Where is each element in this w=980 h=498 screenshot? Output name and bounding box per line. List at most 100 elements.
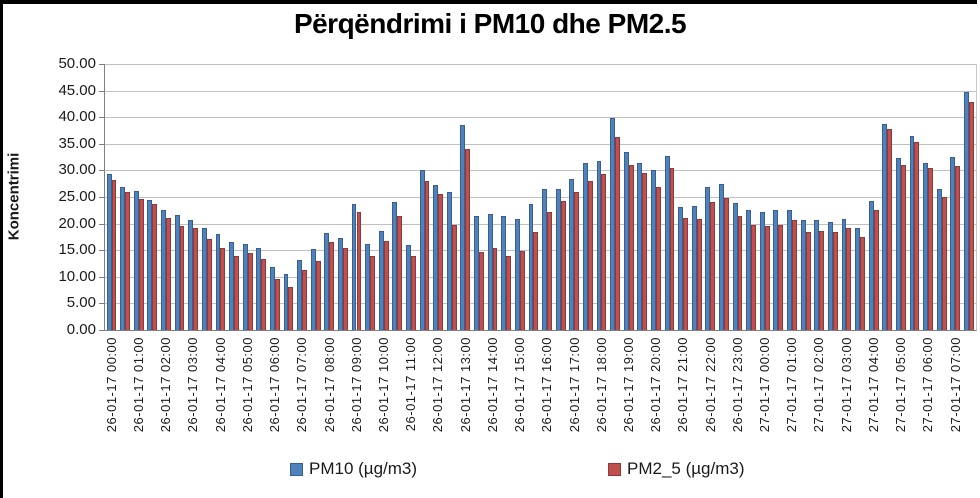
y-tick-label: 35.00: [58, 134, 96, 152]
pm10-bar: [691, 205, 697, 330]
pm10-bar: [855, 228, 861, 330]
gridline: [105, 143, 976, 145]
gridline: [105, 64, 976, 65]
pm10-bar: [501, 216, 507, 330]
y-tick-label: 25.00: [58, 188, 96, 205]
y-tick-mark: [99, 117, 104, 119]
pm2_5-bar: [710, 202, 716, 330]
pm2_5-bar: [669, 168, 675, 330]
pm2_5-bar: [968, 102, 974, 330]
pm2_5-bar: [819, 231, 825, 330]
pm10-bar: [623, 151, 629, 330]
pm2_5-bar: [383, 241, 389, 330]
pm2_5-bar: [574, 192, 580, 330]
pm2_5-bar: [914, 141, 920, 330]
pm2_5-bar: [928, 168, 933, 330]
pm2_5-bar: [315, 260, 321, 330]
pm2_5-bar: [587, 180, 593, 330]
pm10-bar: [256, 248, 262, 330]
pm10-bar: [909, 135, 915, 330]
pm2_5-bar: [601, 173, 607, 330]
pm10-bar: [514, 218, 520, 330]
y-tick-mark: [99, 90, 104, 92]
legend-item-pm2_5: PM2_5 (µg/m3): [608, 459, 745, 479]
pm2_5-bar: [615, 137, 620, 330]
pm10-bar: [133, 190, 139, 330]
pm2_5-bar: [642, 172, 648, 330]
pm10-bar: [310, 249, 316, 330]
pm2_5-bar: [410, 255, 416, 330]
pm10-bar: [324, 232, 330, 330]
top-border-line: [0, 0, 977, 4]
pm10-bar: [419, 170, 425, 330]
pm10-bar: [528, 203, 534, 330]
pm10-bar: [378, 230, 384, 330]
chart-title: Përqëndrimi i PM10 dhe PM2.5: [293, 8, 687, 39]
pm2_5-bar: [805, 231, 811, 330]
pm2_5-bar: [751, 224, 757, 330]
pm10-bar: [392, 202, 398, 330]
pm2_5-bar: [900, 164, 906, 330]
pm10-bar: [433, 185, 439, 330]
pm10-bar: [569, 178, 575, 330]
pm2_5-bar: [560, 201, 566, 330]
x-tick-label: 27-01-17 07:00: [947, 337, 963, 433]
pm2_5-legend-swatch-icon: [608, 462, 621, 476]
y-tick-label: 10.00: [58, 267, 96, 285]
y-tick-mark: [99, 223, 104, 225]
pm10-bar: [746, 210, 752, 330]
pm2_5-bar: [764, 225, 770, 330]
pm2_5-bar: [138, 198, 144, 330]
pm10-bar: [841, 219, 847, 330]
pm10-bar: [637, 162, 643, 330]
pm2_5-bar: [274, 278, 280, 330]
pm10-bar: [868, 201, 874, 330]
pm2_5-bar: [737, 216, 743, 330]
pm2_5-bar: [125, 192, 131, 330]
pm10-bar: [229, 242, 234, 330]
pm2_5-bar: [438, 194, 444, 330]
pm2_5-bar: [860, 237, 865, 330]
y-tick-label: 5.00: [66, 294, 96, 312]
pm10-bar: [188, 220, 194, 330]
pm10-bar: [651, 170, 656, 330]
pm10-bar: [297, 259, 303, 330]
pm10-bar: [446, 191, 452, 330]
pm2_5-bar: [955, 165, 961, 330]
pm2_5-bar: [356, 212, 362, 330]
pm10-bar: [596, 160, 602, 330]
pm10-bar: [174, 215, 180, 330]
pm2_5-bar: [342, 247, 348, 330]
pm10-bar: [800, 220, 806, 330]
pm10-bar: [936, 189, 942, 330]
y-tick-mark: [99, 64, 104, 65]
pm10-legend-swatch-icon: [290, 462, 303, 476]
y-tick-mark: [99, 143, 104, 145]
pm10-bar: [705, 186, 711, 330]
pm2_5-bar: [547, 212, 552, 330]
y-tick-mark: [99, 197, 104, 198]
y-tick-label: 20.00: [58, 214, 96, 232]
pm10-bar: [120, 186, 126, 330]
pm10-bar: [337, 237, 343, 330]
pm2_5-bar: [370, 255, 375, 330]
pm10-bar: [283, 274, 289, 330]
gridline: [105, 276, 976, 278]
pm10-bar: [827, 222, 833, 330]
y-tick-mark: [99, 330, 104, 331]
pm10-bar: [542, 188, 548, 330]
pm10-bar: [242, 243, 248, 330]
gridline: [105, 197, 976, 198]
y-axis-title: Koncentrimi: [5, 152, 23, 241]
gridline: [105, 223, 976, 225]
pm2_5-bar: [887, 129, 893, 330]
pm2_5-bar: [465, 149, 471, 330]
pm2_5-bar: [941, 197, 947, 330]
gridline: [105, 117, 976, 119]
pm10-bar: [147, 199, 153, 330]
pm2_5-bar: [451, 224, 457, 330]
y-tick-mark: [99, 276, 104, 278]
pm10-bar: [351, 204, 357, 330]
y-tick-label: 15.00: [58, 241, 96, 259]
pm2_5-bar: [165, 217, 171, 330]
